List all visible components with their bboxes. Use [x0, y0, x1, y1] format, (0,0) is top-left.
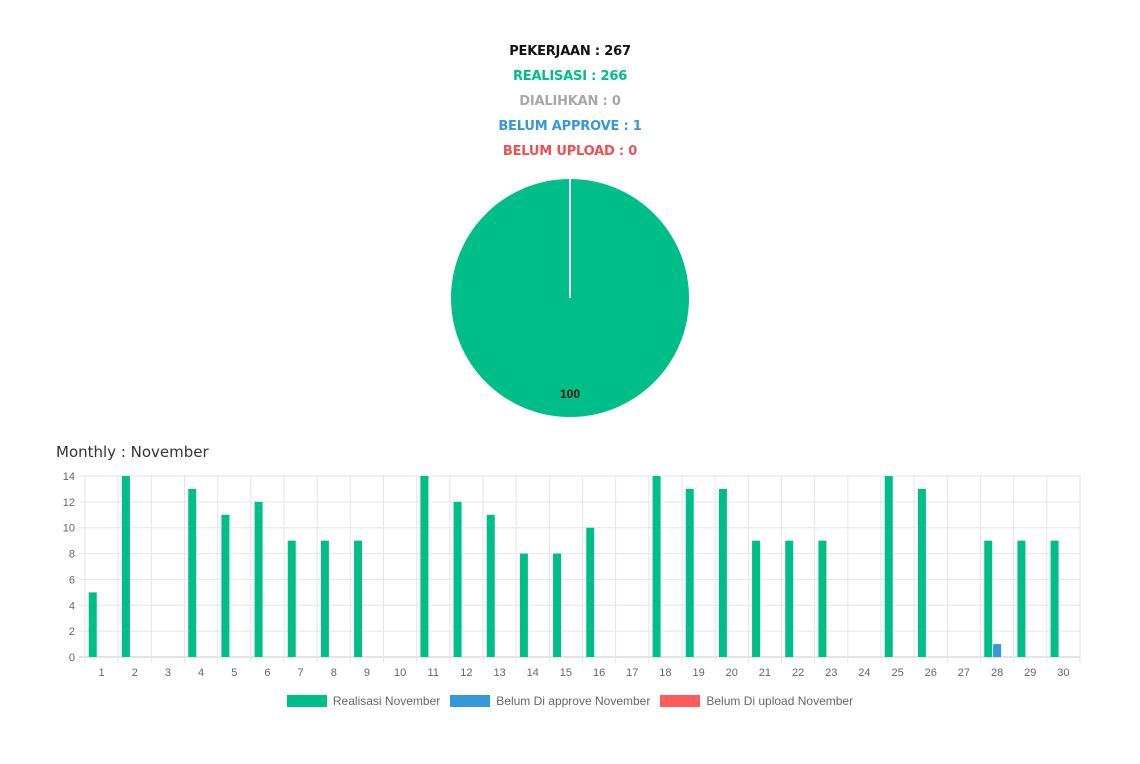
legend-item-realisasi[interactable]: Realisasi November — [286, 694, 441, 708]
x-tick-label: 24 — [858, 667, 870, 679]
y-tick-label: 12 — [63, 497, 75, 509]
bar-realisasi-november[interactable] — [1050, 540, 1059, 657]
x-tick-label: 1 — [99, 667, 105, 679]
pie-data-label: 100 — [560, 387, 580, 401]
bar-realisasi-november[interactable] — [453, 501, 462, 657]
stat-belum-upload: BELUM UPLOAD : 0 — [502, 144, 638, 159]
legend-label-belum-upload: Belum Di upload November — [706, 694, 854, 708]
x-tick-label: 13 — [493, 667, 505, 679]
bar-realisasi-november[interactable] — [752, 540, 761, 657]
x-tick-label: 5 — [231, 667, 237, 679]
bar-realisasi-november[interactable] — [121, 476, 130, 657]
bar-realisasi-november[interactable] — [917, 488, 926, 657]
x-tick-label: 16 — [593, 667, 605, 679]
y-tick-label: 2 — [69, 626, 75, 638]
stat-dialihkan: DIALIHKAN : 0 — [519, 94, 621, 109]
y-tick-label: 0 — [69, 652, 75, 664]
bar-realisasi-november[interactable] — [88, 592, 97, 657]
bar-realisasi-november[interactable] — [685, 488, 694, 657]
bar-realisasi-november[interactable] — [818, 540, 827, 657]
x-tick-label: 15 — [560, 667, 572, 679]
bar-realisasi-november[interactable] — [984, 540, 993, 657]
x-tick-label: 6 — [264, 667, 270, 679]
x-tick-label: 14 — [527, 667, 539, 679]
bar-realisasi-november[interactable] — [1017, 540, 1026, 657]
bar-realisasi-november[interactable] — [519, 553, 528, 657]
bar-realisasi-november[interactable] — [652, 476, 661, 657]
monthly-title: Monthly : November — [56, 443, 209, 461]
bar-realisasi-november[interactable] — [188, 488, 197, 657]
legend-swatch-belum-upload — [660, 695, 701, 707]
chart-legend[interactable]: Realisasi November Belum Di approve Nove… — [0, 694, 1140, 708]
x-tick-label: 21 — [759, 667, 771, 679]
x-tick-label: 17 — [626, 667, 638, 679]
x-tick-label: 9 — [364, 667, 370, 679]
x-tick-label: 12 — [460, 667, 472, 679]
bar-realisasi-november[interactable] — [884, 476, 893, 657]
x-tick-label: 11 — [428, 667, 439, 679]
legend-swatch-realisasi — [286, 695, 327, 707]
bar-realisasi-november[interactable] — [320, 540, 329, 657]
pie-chart: 100 — [451, 179, 689, 417]
x-tick-label: 23 — [825, 667, 837, 679]
x-tick-label: 3 — [165, 667, 171, 679]
bar-realisasi-november[interactable] — [254, 501, 263, 657]
bar-realisasi-november[interactable] — [718, 488, 727, 657]
x-tick-label: 7 — [298, 667, 304, 679]
legend-item-belum-upload[interactable]: Belum Di upload November — [660, 694, 853, 708]
y-tick-label: 4 — [69, 600, 75, 612]
x-tick-label: 19 — [692, 667, 704, 679]
x-tick-label: 18 — [659, 667, 671, 679]
legend-swatch-belum-approve — [450, 695, 491, 707]
stat-realisasi: REALISASI : 266 — [512, 69, 628, 84]
bar-realisasi-november[interactable] — [287, 540, 296, 657]
x-tick-label: 25 — [891, 667, 903, 679]
bar-realisasi-november[interactable] — [221, 514, 230, 657]
bar-realisasi-november[interactable] — [553, 553, 562, 657]
x-tick-label: 8 — [331, 667, 337, 679]
x-tick-label: 2 — [132, 667, 138, 679]
legend-label-realisasi: Realisasi November — [332, 694, 441, 708]
bar-realisasi-november[interactable] — [785, 540, 794, 657]
y-tick-label: 6 — [69, 574, 75, 586]
bar-realisasi-november[interactable] — [354, 540, 363, 657]
legend-item-belum-approve[interactable]: Belum Di approve November — [450, 694, 650, 708]
y-tick-label: 14 — [63, 471, 75, 483]
bar-realisasi-november[interactable] — [420, 476, 429, 657]
x-tick-label: 10 — [394, 667, 406, 679]
x-tick-label: 29 — [1024, 667, 1036, 679]
x-tick-label: 22 — [792, 667, 804, 679]
bar-realisasi-november[interactable] — [586, 527, 595, 657]
x-tick-label: 30 — [1057, 667, 1069, 679]
x-tick-label: 27 — [958, 667, 970, 679]
x-tick-label: 28 — [991, 667, 1003, 679]
legend-label-belum-approve: Belum Di approve November — [496, 694, 651, 708]
stats-summary: PEKERJAAN : 267 REALISASI : 266 DIALIHKA… — [0, 42, 1140, 167]
y-tick-label: 10 — [63, 523, 75, 535]
x-tick-label: 26 — [925, 667, 937, 679]
bar-belum-di-approve-november[interactable] — [993, 644, 1002, 657]
stat-belum-approve: BELUM APPROVE : 1 — [498, 119, 642, 134]
bar-realisasi-november[interactable] — [486, 514, 495, 657]
x-tick-label: 4 — [198, 667, 204, 679]
y-tick-label: 8 — [69, 549, 75, 561]
stat-pekerjaan: PEKERJAAN : 267 — [509, 44, 631, 59]
x-tick-label: 20 — [726, 667, 738, 679]
